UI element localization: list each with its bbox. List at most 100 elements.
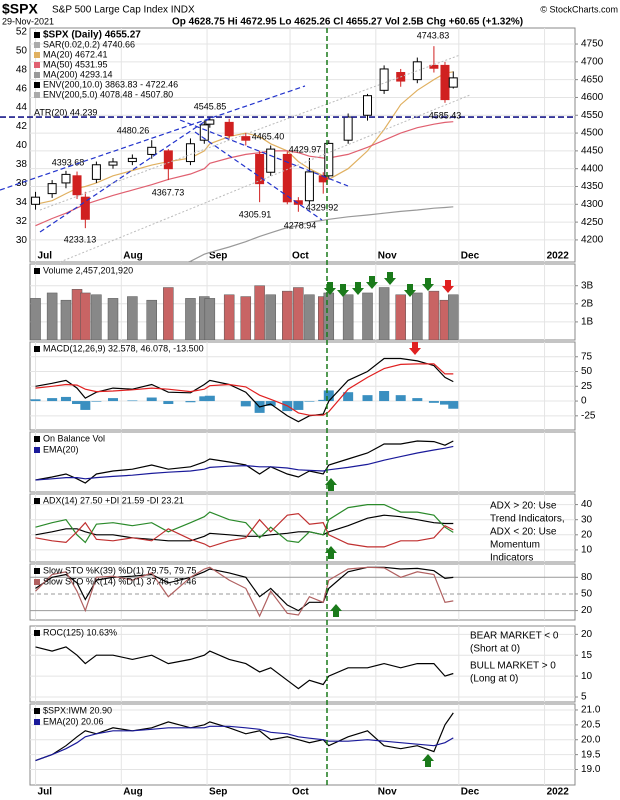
volume-bar (293, 287, 304, 340)
y2-tick-label: 30 (16, 235, 28, 246)
symbol: $SPX (2, 1, 38, 17)
candle-body (266, 148, 276, 173)
plot (35, 566, 454, 618)
note: BULL MARKET > 0 (470, 661, 556, 672)
y-tick-label: 19.5 (581, 749, 601, 760)
volume-bar (223, 294, 235, 340)
y-tick-label: 4250 (581, 217, 604, 228)
price-annotation: 4329.92 (306, 202, 339, 212)
volume-bar (107, 298, 119, 340)
y-tick-label: 4350 (581, 181, 604, 192)
y-tick-label: 40 (581, 499, 593, 510)
candle-body (412, 61, 422, 81)
legend-text: MA(200) 4293.14 (43, 69, 113, 79)
legend-text: $SPX (Daily) 4655.27 (43, 30, 141, 41)
candle-body (163, 150, 173, 170)
x-tick-label: Sep (209, 251, 227, 262)
y-tick-label: 5 (581, 692, 587, 703)
channel-line (59, 94, 471, 263)
volume-bar (448, 294, 459, 340)
legend-swatch (34, 579, 40, 585)
trendlines (0, 85, 349, 233)
legend-text: On Balance Vol (43, 433, 105, 443)
plot (35, 646, 454, 690)
x-tick-label: Jul (38, 251, 53, 262)
legend-swatch (34, 52, 40, 58)
candle-body (448, 77, 458, 88)
y-tick-label: 4750 (581, 39, 604, 50)
legend-swatch (34, 630, 40, 636)
volume-bar (163, 287, 174, 340)
note: (Short at 0) (470, 644, 520, 655)
volume-bar (378, 287, 390, 340)
histogram-bar (30, 399, 41, 402)
legend-swatch (34, 268, 40, 274)
histogram-bar (323, 390, 334, 402)
moving-average (35, 71, 454, 205)
signal-arrow (442, 280, 454, 293)
y-tick-label: 50 (581, 589, 593, 600)
price-annotation: 4393.68 (52, 157, 85, 167)
x-tick-label: Oct (292, 251, 309, 262)
y-tick-label: 20 (581, 529, 593, 540)
histogram-bar (204, 395, 215, 402)
signal-arrow (422, 278, 434, 291)
indicator-line (35, 445, 454, 481)
legend-swatch (34, 719, 40, 725)
candle-body (147, 146, 157, 155)
price-annotation: 4278.94 (284, 220, 317, 230)
histogram-bar (395, 395, 406, 402)
legend-swatch (34, 32, 40, 38)
candle-body (343, 116, 353, 141)
candle-body (61, 173, 71, 184)
y-tick-label: 30 (581, 514, 593, 525)
histogram-bar (448, 401, 459, 409)
note: ADX > 20: Use (490, 501, 557, 512)
indicator-line (35, 512, 454, 548)
candle-body (80, 196, 90, 220)
volume-bar (323, 292, 335, 340)
trendline (179, 119, 349, 187)
y-tick-label: 80 (581, 572, 593, 583)
y-tick-label: 20.0 (581, 734, 601, 745)
y-tick-label: 50 (581, 366, 593, 377)
histogram-bar (412, 398, 423, 402)
note: Trend Indicators, (490, 514, 565, 525)
y-tick-label: 10 (581, 671, 593, 682)
candle-body (224, 121, 234, 137)
y-tick-label: 0 (581, 396, 587, 407)
x-tick-label: Jul (38, 787, 53, 798)
signal-arrow (325, 546, 337, 559)
security-name: S&P 500 Large Cap Index INDX (52, 5, 195, 16)
x-tick-label: Sep (209, 787, 227, 798)
signal-arrow (404, 284, 416, 297)
y-tick-label: 4650 (581, 74, 604, 85)
y-tick-label: 4550 (581, 110, 604, 121)
price-annotation: 4233.13 (64, 234, 97, 244)
y-tick-label: 4500 (581, 128, 604, 139)
price-annotation: 4743.83 (417, 30, 450, 40)
x-tick-label: Dec (461, 787, 480, 798)
histogram-bar (439, 401, 450, 405)
y-tick-label: 4300 (581, 199, 604, 210)
indicator-line (35, 514, 454, 542)
y-tick-label: -25 (581, 410, 596, 421)
histogram-bar (60, 396, 71, 402)
indicator-line (35, 504, 454, 544)
candle-body (363, 95, 373, 116)
histogram-bar (107, 398, 118, 402)
legend-text: EMA(20) (43, 444, 79, 454)
volume-bar (240, 296, 252, 340)
candle-body (324, 142, 334, 177)
price-annotation: 4367.73 (152, 187, 185, 197)
histogram-bar (362, 395, 373, 402)
y-tick-label: 2B (581, 298, 594, 309)
note: Indicators (490, 553, 533, 564)
plot (31, 46, 458, 262)
candle-body (241, 136, 251, 141)
candle-body (127, 157, 137, 163)
note: (Long at 0) (470, 674, 518, 685)
price-annotation: 4585.43 (429, 110, 462, 120)
legend-text: Slow STO %K(39) %D(1) 79.75, 79.75 (43, 565, 196, 575)
